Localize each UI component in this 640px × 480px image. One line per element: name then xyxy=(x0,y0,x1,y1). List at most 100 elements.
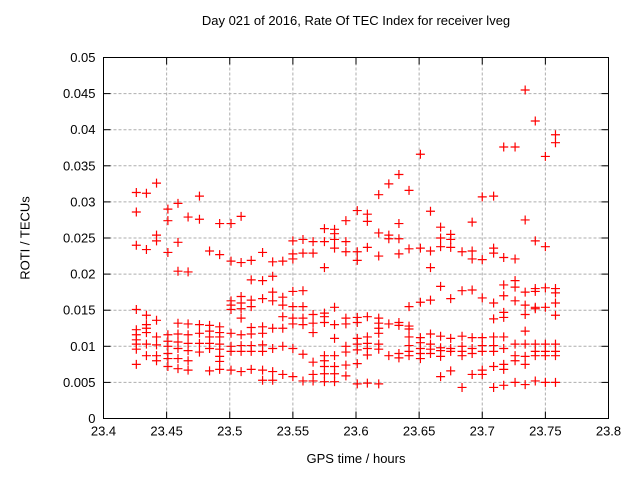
data-point-marker xyxy=(141,339,151,349)
data-point-marker xyxy=(183,356,193,366)
data-point-marker xyxy=(330,320,340,330)
x-tick-label: 23.8 xyxy=(596,424,621,439)
data-point-marker xyxy=(374,344,384,354)
data-point-marker xyxy=(499,280,509,290)
data-point-marker xyxy=(436,233,446,243)
data-point-marker xyxy=(446,234,456,244)
y-tick-label: 0.025 xyxy=(63,231,96,246)
data-point-marker xyxy=(152,178,162,188)
data-point-marker xyxy=(268,296,278,306)
data-point-marker xyxy=(319,237,329,247)
data-point-marker xyxy=(268,287,278,297)
data-point-marker xyxy=(489,362,499,372)
data-point-marker xyxy=(352,359,362,369)
data-point-marker xyxy=(530,376,540,386)
data-point-marker xyxy=(489,191,499,201)
data-point-marker xyxy=(163,216,173,226)
data-point-marker xyxy=(298,320,308,330)
y-tick-label: 0.01 xyxy=(70,339,95,354)
data-point-marker xyxy=(258,276,268,286)
data-point-marker xyxy=(308,248,318,258)
data-point-marker xyxy=(258,328,268,338)
data-point-marker xyxy=(520,351,530,361)
data-point-marker xyxy=(194,328,204,338)
data-point-marker xyxy=(173,354,183,364)
data-point-marker xyxy=(425,349,435,359)
data-point-marker xyxy=(226,328,236,338)
data-point-marker xyxy=(278,300,288,310)
data-point-marker xyxy=(298,302,308,312)
data-point-marker xyxy=(446,294,456,304)
data-point-marker xyxy=(520,359,530,369)
data-point-marker xyxy=(550,310,560,320)
data-point-marker xyxy=(278,292,288,302)
data-point-marker xyxy=(246,329,256,339)
data-point-marker xyxy=(540,242,550,252)
data-point-marker xyxy=(246,302,256,312)
data-point-marker xyxy=(540,351,550,361)
data-point-marker xyxy=(384,319,394,329)
data-point-marker xyxy=(131,304,141,314)
data-point-marker xyxy=(173,329,183,339)
data-point-marker xyxy=(278,341,288,351)
y-tick-label: 0.05 xyxy=(70,50,95,65)
data-point-marker xyxy=(467,246,477,256)
data-point-marker xyxy=(374,251,384,261)
data-point-marker xyxy=(163,247,173,257)
data-point-marker xyxy=(457,351,467,361)
data-point-marker xyxy=(540,377,550,387)
data-point-marker xyxy=(268,257,278,267)
data-point-marker xyxy=(520,310,530,320)
data-point-marker xyxy=(352,317,362,327)
data-point-marker xyxy=(131,240,141,250)
data-point-marker xyxy=(319,263,329,273)
data-point-marker xyxy=(215,356,225,366)
data-point-marker xyxy=(131,188,141,198)
y-tick-label: 0.015 xyxy=(63,303,96,318)
data-point-marker xyxy=(352,345,362,355)
data-point-marker xyxy=(288,254,298,264)
data-point-marker xyxy=(278,369,288,379)
data-point-marker xyxy=(141,351,151,361)
data-point-marker xyxy=(415,354,425,364)
data-point-marker xyxy=(404,324,414,334)
y-tick-label: 0 xyxy=(88,411,95,426)
data-point-marker xyxy=(489,382,499,392)
data-point-marker xyxy=(268,271,278,281)
data-point-marker xyxy=(288,372,298,382)
data-point-marker xyxy=(394,353,404,363)
data-point-marker xyxy=(394,249,404,259)
data-point-marker xyxy=(341,347,351,357)
data-point-marker xyxy=(194,191,204,201)
data-point-marker xyxy=(394,169,404,179)
data-point-marker xyxy=(415,297,425,307)
data-point-marker xyxy=(457,382,467,392)
data-point-marker xyxy=(550,298,560,308)
data-point-marker xyxy=(330,333,340,343)
data-point-marker xyxy=(163,362,173,372)
data-point-marker xyxy=(404,351,414,361)
data-point-marker xyxy=(550,138,560,148)
data-point-marker xyxy=(268,323,278,333)
data-point-marker xyxy=(362,312,372,322)
data-point-marker xyxy=(173,237,183,247)
data-point-marker xyxy=(163,354,173,364)
data-point-marker xyxy=(268,343,278,353)
data-point-marker xyxy=(152,356,162,366)
data-point-marker xyxy=(425,263,435,273)
data-point-marker xyxy=(499,142,509,152)
data-point-marker xyxy=(425,329,435,339)
x-tick-label: 23.5 xyxy=(217,424,242,439)
data-point-marker xyxy=(425,295,435,305)
y-tick-label: 0.045 xyxy=(63,86,96,101)
data-point-marker xyxy=(352,247,362,257)
y-tick-label: 0.04 xyxy=(70,122,95,137)
data-point-marker xyxy=(467,217,477,227)
data-point-marker xyxy=(205,366,215,376)
data-point-marker xyxy=(457,331,467,341)
data-point-marker xyxy=(510,296,520,306)
y-tick-label: 0.03 xyxy=(70,194,95,209)
data-point-marker xyxy=(352,255,362,265)
